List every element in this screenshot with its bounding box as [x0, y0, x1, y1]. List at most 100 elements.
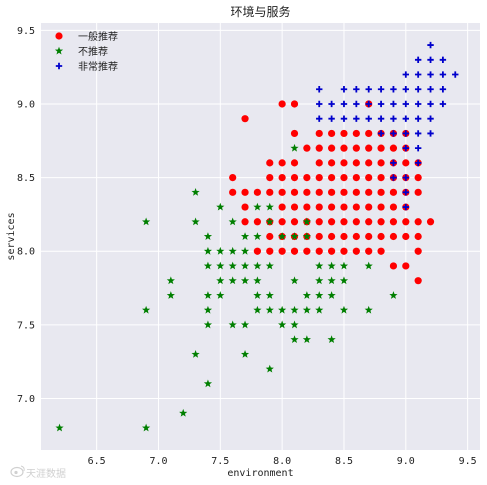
data-point-circle	[328, 129, 336, 138]
data-point-star	[265, 364, 274, 373]
data-point-star	[302, 232, 311, 240]
data-point-plus	[353, 100, 360, 108]
data-point-star	[315, 291, 324, 299]
x-tick-label: 8.5	[335, 456, 353, 467]
data-point-star	[228, 217, 237, 226]
data-point-circle	[426, 218, 435, 226]
data-point-star	[203, 291, 213, 299]
data-point-star	[203, 246, 213, 255]
data-point-star	[315, 305, 324, 314]
data-point-star	[191, 188, 200, 196]
data-point-star	[240, 246, 250, 255]
data-point-star	[203, 305, 213, 314]
data-point-star	[302, 305, 311, 314]
data-point-plus	[377, 130, 385, 137]
data-point-star	[253, 291, 262, 299]
data-point-circle	[253, 188, 262, 196]
data-point-plus	[402, 100, 410, 108]
data-point-circle	[278, 203, 286, 211]
data-point-circle	[290, 188, 299, 196]
data-point-plus	[414, 159, 422, 167]
data-point-circle	[389, 144, 398, 152]
data-point-star	[240, 232, 250, 240]
data-point-plus	[353, 86, 360, 93]
data-point-plus	[427, 56, 434, 64]
data-point-circle	[328, 232, 336, 241]
data-point-star	[191, 217, 200, 226]
data-point-circle	[303, 203, 311, 211]
data-point-plus	[340, 100, 348, 108]
data-point-plus	[427, 71, 434, 78]
data-point-circle	[253, 218, 262, 226]
data-point-plus	[390, 159, 397, 167]
data-point-star	[339, 305, 349, 314]
data-point-circle	[340, 174, 348, 182]
data-point-circle	[303, 174, 311, 182]
data-point-star	[228, 320, 237, 329]
legend-item: 不推荐	[54, 45, 108, 58]
data-point-circle	[402, 262, 410, 270]
data-point-circle	[315, 218, 323, 226]
data-point-circle	[389, 218, 398, 226]
data-point-star	[142, 217, 151, 226]
data-point-plus	[414, 100, 422, 108]
data-point-circle	[278, 174, 286, 182]
data-point-star	[142, 423, 151, 432]
weibo-logo-icon	[10, 465, 25, 478]
data-point-circle	[315, 247, 323, 255]
data-point-star	[216, 261, 225, 270]
data-point-star	[290, 232, 299, 240]
data-point-star	[216, 276, 225, 285]
data-point-plus	[377, 115, 385, 122]
data-point-circle	[315, 144, 323, 152]
data-point-circle	[352, 129, 360, 138]
data-point-circle	[315, 203, 323, 211]
data-point-circle	[278, 188, 286, 196]
data-point-star	[228, 246, 237, 255]
data-point-star	[302, 335, 311, 344]
data-point-plus	[390, 174, 397, 181]
data-point-circle	[340, 188, 348, 196]
data-point-circle	[365, 129, 373, 138]
data-point-plus	[402, 130, 410, 137]
data-point-star	[290, 305, 299, 314]
data-point-circle	[328, 247, 336, 255]
data-point-circle	[389, 188, 398, 196]
data-point-plus	[402, 115, 410, 122]
data-point-plus	[414, 130, 422, 137]
legend-item: 非常推荐	[55, 60, 118, 73]
data-point-circle	[290, 203, 299, 211]
data-point-circle	[315, 174, 323, 182]
data-point-plus	[402, 203, 410, 211]
data-point-star	[339, 261, 349, 270]
data-point-circle	[290, 218, 299, 226]
data-point-circle	[340, 247, 348, 255]
data-point-circle	[365, 232, 373, 241]
data-point-plus	[328, 115, 335, 122]
y-tick-label: 7.5	[17, 320, 35, 331]
data-point-circle	[414, 277, 422, 285]
x-tick-label: 9.5	[459, 456, 477, 467]
data-point-circle	[402, 159, 410, 167]
data-point-circle	[266, 174, 274, 182]
series-star	[55, 143, 398, 432]
data-point-circle	[389, 262, 398, 270]
axis-ticks: 6.5 7.0 7.5 8.0 8.5 9.0 9.5 7.0 7.5 8.0 8.5 9.0 9.5	[17, 26, 477, 467]
data-point-star	[253, 232, 262, 240]
data-point-star	[265, 202, 274, 211]
data-points	[55, 41, 459, 432]
data-point-circle	[340, 144, 348, 152]
data-point-star	[228, 261, 237, 270]
data-point-star	[290, 276, 299, 285]
data-point-circle	[278, 100, 286, 108]
data-point-circle	[365, 174, 373, 182]
data-point-star	[302, 217, 311, 226]
data-point-circle	[352, 188, 360, 196]
data-point-circle	[377, 232, 385, 241]
data-point-plus	[414, 86, 422, 93]
data-point-plus	[414, 56, 422, 64]
data-point-plus	[390, 115, 397, 122]
data-point-circle	[377, 174, 385, 182]
data-point-star	[228, 276, 237, 285]
